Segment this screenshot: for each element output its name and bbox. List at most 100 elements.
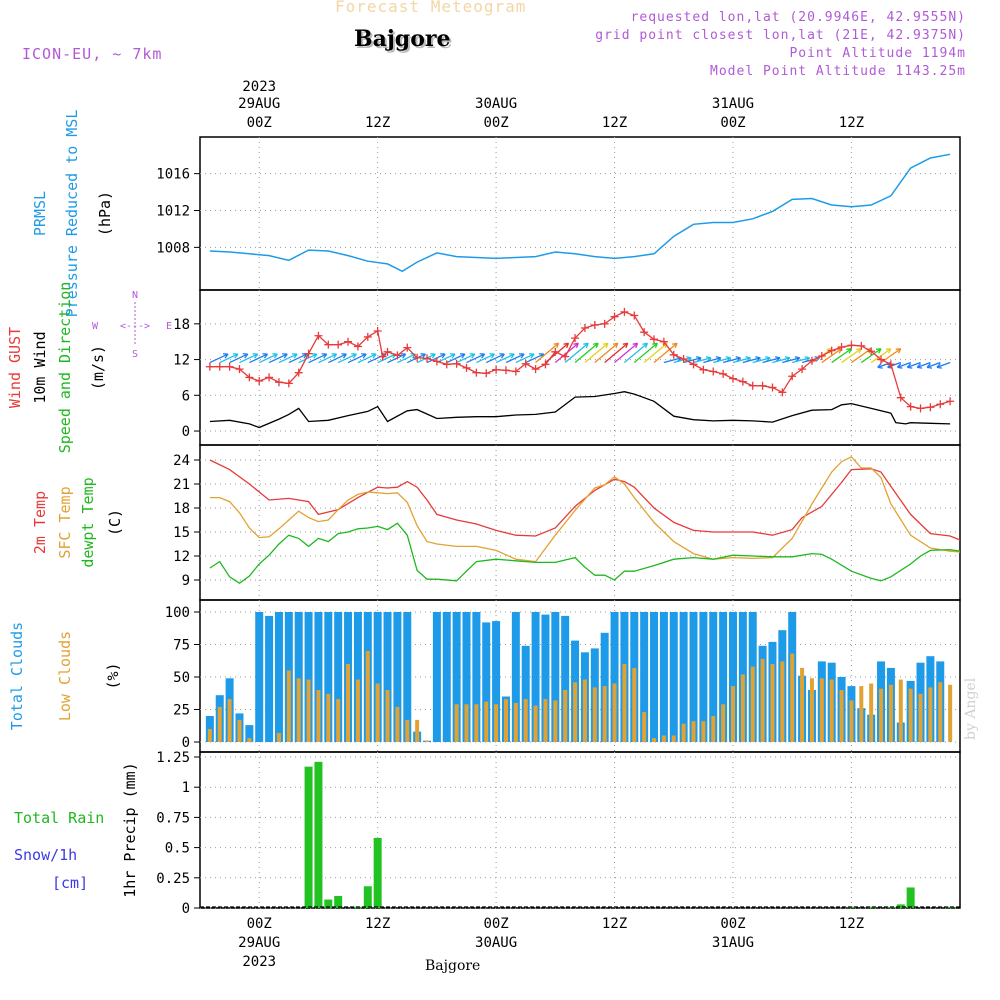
gust-marker <box>650 335 659 344</box>
wind-arrow <box>663 357 682 364</box>
y-axis-label: Total Rain <box>14 809 104 827</box>
wind-arrow-head <box>856 348 862 350</box>
wind-arrow <box>219 353 239 364</box>
gust-marker <box>304 349 313 358</box>
wind-arrow-head <box>936 366 943 369</box>
low-cloud-bar <box>553 700 558 742</box>
total-cloud-bar <box>314 612 323 742</box>
low-cloud-bar <box>454 704 459 742</box>
wind-arrow-head <box>927 366 933 369</box>
wind-arrow <box>752 357 771 364</box>
series-line-sfc-temp <box>209 455 961 563</box>
wind-arrow-head <box>774 356 781 359</box>
wind-arrow <box>357 353 377 364</box>
gust-marker <box>798 365 807 374</box>
gust-marker <box>699 365 708 374</box>
wind-arrow <box>239 353 258 364</box>
total-cloud-bar <box>561 615 570 742</box>
total-cloud-bar <box>294 612 303 742</box>
top-time-label: 00Z <box>720 115 745 131</box>
total-cloud-bar <box>719 612 728 742</box>
low-cloud-bar <box>385 690 390 742</box>
wind-arrow-head <box>372 353 377 359</box>
low-cloud-bar <box>721 704 726 742</box>
y-axis-label: Low Clouds <box>56 631 74 721</box>
total-cloud-bar <box>679 612 688 742</box>
low-cloud-bar <box>533 705 538 742</box>
y-tick-label: 25 <box>173 703 190 719</box>
wind-arrow <box>584 342 609 364</box>
wind-arrow-head <box>936 363 941 368</box>
y-tick-label: 24 <box>173 453 190 469</box>
low-cloud-bar <box>415 719 420 742</box>
low-cloud-bar <box>780 661 785 742</box>
wind-arrow <box>249 353 268 364</box>
low-cloud-bar <box>730 686 735 742</box>
wind-arrow-head <box>888 348 892 354</box>
gust-marker <box>620 307 629 316</box>
low-cloud-bar <box>306 679 311 742</box>
gust-marker <box>738 377 747 386</box>
gust-marker <box>827 346 836 355</box>
wind-arrow-head <box>917 366 923 369</box>
wind-arrow-head <box>471 353 476 359</box>
wind-arrow <box>387 353 406 364</box>
gust-marker <box>452 359 461 368</box>
gust-marker <box>462 363 471 372</box>
wind-arrow <box>268 353 288 364</box>
low-cloud-bar <box>661 735 666 742</box>
low-cloud-bar <box>928 687 933 742</box>
gust-marker <box>837 343 846 352</box>
total-cloud-bar <box>531 612 540 742</box>
wind-arrow <box>525 353 545 364</box>
wind-arrow-head <box>563 342 569 345</box>
wind-arrow <box>880 348 902 364</box>
bottom-date-label: 30AUG <box>475 935 517 951</box>
wind-arrow-head <box>826 348 832 350</box>
top-date-label: 30AUG <box>475 96 517 112</box>
low-cloud-bar <box>701 721 706 742</box>
panel-3: 9 12 15 18 21 24 2m Temp SFC Temp dewpt Temp (C) <box>31 444 961 601</box>
low-cloud-bar <box>355 679 360 742</box>
wind-arrow <box>917 361 931 368</box>
wind-arrow <box>328 353 347 364</box>
total-cloud-bar <box>650 612 659 742</box>
wind-arrow <box>258 353 278 364</box>
requested-coords: requested lon,lat (20.9946E, 42.9555N) <box>630 10 966 25</box>
gust-marker <box>758 381 767 390</box>
total-cloud-bar <box>403 612 412 742</box>
gust-marker <box>906 402 915 411</box>
top-time-label: 12Z <box>839 115 864 131</box>
gust-marker <box>709 367 718 376</box>
wind-arrow-head <box>491 353 496 359</box>
gust-marker <box>383 347 392 356</box>
wind-arrow-head <box>877 366 883 369</box>
wind-arrow-head <box>575 343 579 349</box>
low-cloud-bar <box>612 683 617 742</box>
wind-arrow <box>762 357 781 364</box>
meteogram-top-title: Forecast Meteogram <box>335 0 527 16</box>
compass-w: W <box>92 321 99 332</box>
total-cloud-bar <box>334 612 343 742</box>
gust-marker <box>294 368 303 377</box>
gust-marker <box>205 362 214 371</box>
wind-arrow <box>505 353 525 364</box>
top-time-label: 12Z <box>365 115 390 131</box>
wind-arrow <box>683 357 702 364</box>
gust-marker <box>235 365 244 374</box>
wind-arrow-head <box>907 366 913 369</box>
wind-arrow-head <box>644 343 649 349</box>
gust-marker <box>521 359 530 368</box>
low-cloud-bar <box>819 678 824 742</box>
wind-arrow-head <box>885 348 891 350</box>
total-cloud-bar <box>659 612 668 742</box>
gust-marker <box>669 350 678 359</box>
low-cloud-bar <box>286 670 291 742</box>
wind-arrow-head <box>615 343 619 349</box>
gust-marker <box>561 352 570 361</box>
series-line-wind10m <box>209 391 951 429</box>
bottom-time-label: 12Z <box>839 916 864 932</box>
low-cloud-bar <box>652 738 657 742</box>
wind-arrow <box>495 353 515 364</box>
wind-arrow-head <box>605 343 609 349</box>
